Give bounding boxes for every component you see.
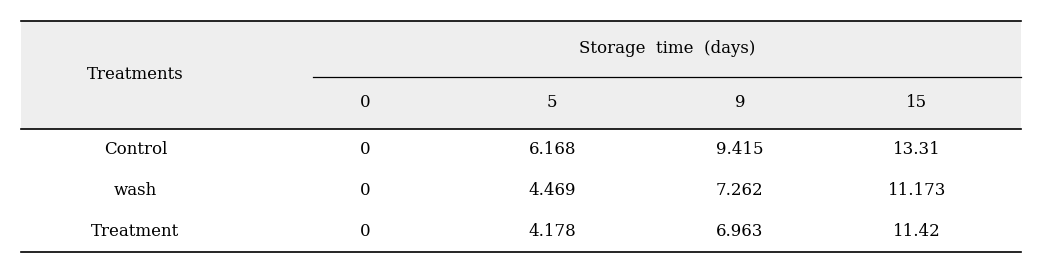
Text: Control: Control xyxy=(104,141,167,158)
Text: wash: wash xyxy=(114,182,157,199)
Text: 6.168: 6.168 xyxy=(528,141,576,158)
Text: 11.42: 11.42 xyxy=(893,223,941,240)
Text: 11.173: 11.173 xyxy=(888,182,946,199)
Text: Treatment: Treatment xyxy=(92,223,179,240)
Text: 4.469: 4.469 xyxy=(528,182,576,199)
Text: 0: 0 xyxy=(359,141,370,158)
Text: 13.31: 13.31 xyxy=(893,141,941,158)
Text: 0: 0 xyxy=(359,94,370,111)
Text: 9.415: 9.415 xyxy=(716,141,764,158)
Text: 7.262: 7.262 xyxy=(716,182,764,199)
Text: Storage  time  (days): Storage time (days) xyxy=(578,40,755,57)
Text: 6.963: 6.963 xyxy=(716,223,764,240)
Text: 0: 0 xyxy=(359,223,370,240)
Text: Treatments: Treatments xyxy=(88,66,183,83)
Text: 5: 5 xyxy=(547,94,557,111)
Bar xyxy=(21,21,1021,128)
Text: 15: 15 xyxy=(907,94,927,111)
Text: 9: 9 xyxy=(735,94,745,111)
Text: 0: 0 xyxy=(359,182,370,199)
Text: 4.178: 4.178 xyxy=(528,223,576,240)
